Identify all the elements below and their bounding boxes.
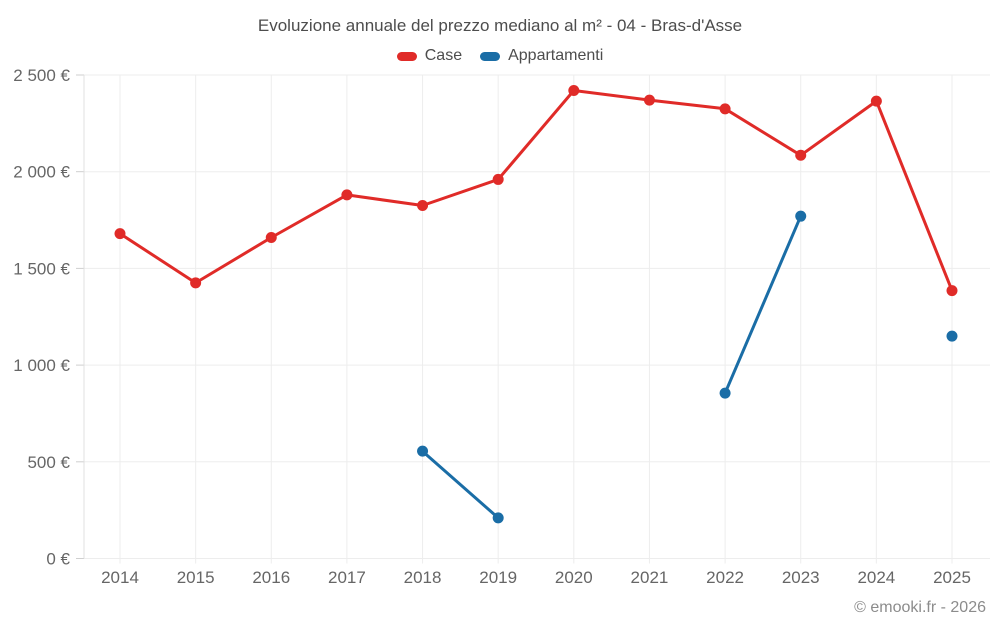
x-tick-label: 2018 [404, 568, 442, 587]
x-tick-label: 2024 [857, 568, 895, 587]
case-point-2016[interactable] [265, 231, 277, 243]
appartamenti-point-2022[interactable] [719, 387, 731, 399]
case-swatch-icon [396, 51, 417, 61]
legend-label-case: Case [424, 47, 463, 64]
x-tick-label: 2020 [555, 568, 593, 587]
copyright-notice: © emooki.fr - 2026 [854, 599, 986, 616]
case-point-2021[interactable] [643, 94, 655, 106]
case-point-2025[interactable] [946, 285, 958, 297]
y-tick-label: 1 500 € [13, 259, 70, 278]
legend-item-appartamenti[interactable]: Appartamenti [480, 47, 603, 65]
appartamenti-point-2018[interactable] [417, 445, 429, 457]
case-point-2017[interactable] [341, 189, 353, 201]
x-tick-label: 2019 [479, 568, 517, 587]
x-tick-label: 2015 [177, 568, 215, 587]
case-point-2015[interactable] [190, 277, 202, 289]
y-tick-label: 0 € [46, 550, 70, 569]
x-tick-label: 2021 [631, 568, 669, 587]
appartamenti-point-2019[interactable] [492, 512, 504, 524]
x-tick-label: 2014 [101, 568, 139, 587]
y-tick-label: 2 000 € [13, 163, 70, 182]
x-tick-label: 2023 [782, 568, 820, 587]
appartamenti-point-2025[interactable] [946, 330, 958, 342]
x-tick-label: 2025 [933, 568, 971, 587]
x-tick-label: 2022 [706, 568, 744, 587]
legend: Case Appartamenti [0, 47, 1000, 65]
appartamenti-point-2023[interactable] [795, 210, 807, 222]
appartamenti-line [423, 216, 953, 518]
x-tick-label: 2016 [252, 568, 290, 587]
x-tick-label: 2017 [328, 568, 366, 587]
case-point-2019[interactable] [492, 173, 504, 185]
chart-title: Evoluzione annuale del prezzo mediano al… [257, 16, 743, 35]
y-tick-label: 2 500 € [13, 66, 70, 85]
legend-label-appartamenti: Appartamenti [508, 47, 604, 64]
case-point-2023[interactable] [795, 149, 807, 161]
y-tick-label: 1 000 € [13, 356, 70, 375]
case-point-2024[interactable] [870, 95, 882, 107]
legend-item-case[interactable]: Case [396, 47, 463, 65]
case-point-2020[interactable] [568, 84, 580, 96]
appartamenti-swatch-icon [480, 51, 501, 61]
case-line [118, 89, 954, 293]
y-tick-label: 500 € [27, 453, 70, 472]
case-point-2018[interactable] [417, 200, 429, 212]
case-point-2022[interactable] [719, 103, 731, 115]
case-point-2014[interactable] [114, 228, 126, 240]
